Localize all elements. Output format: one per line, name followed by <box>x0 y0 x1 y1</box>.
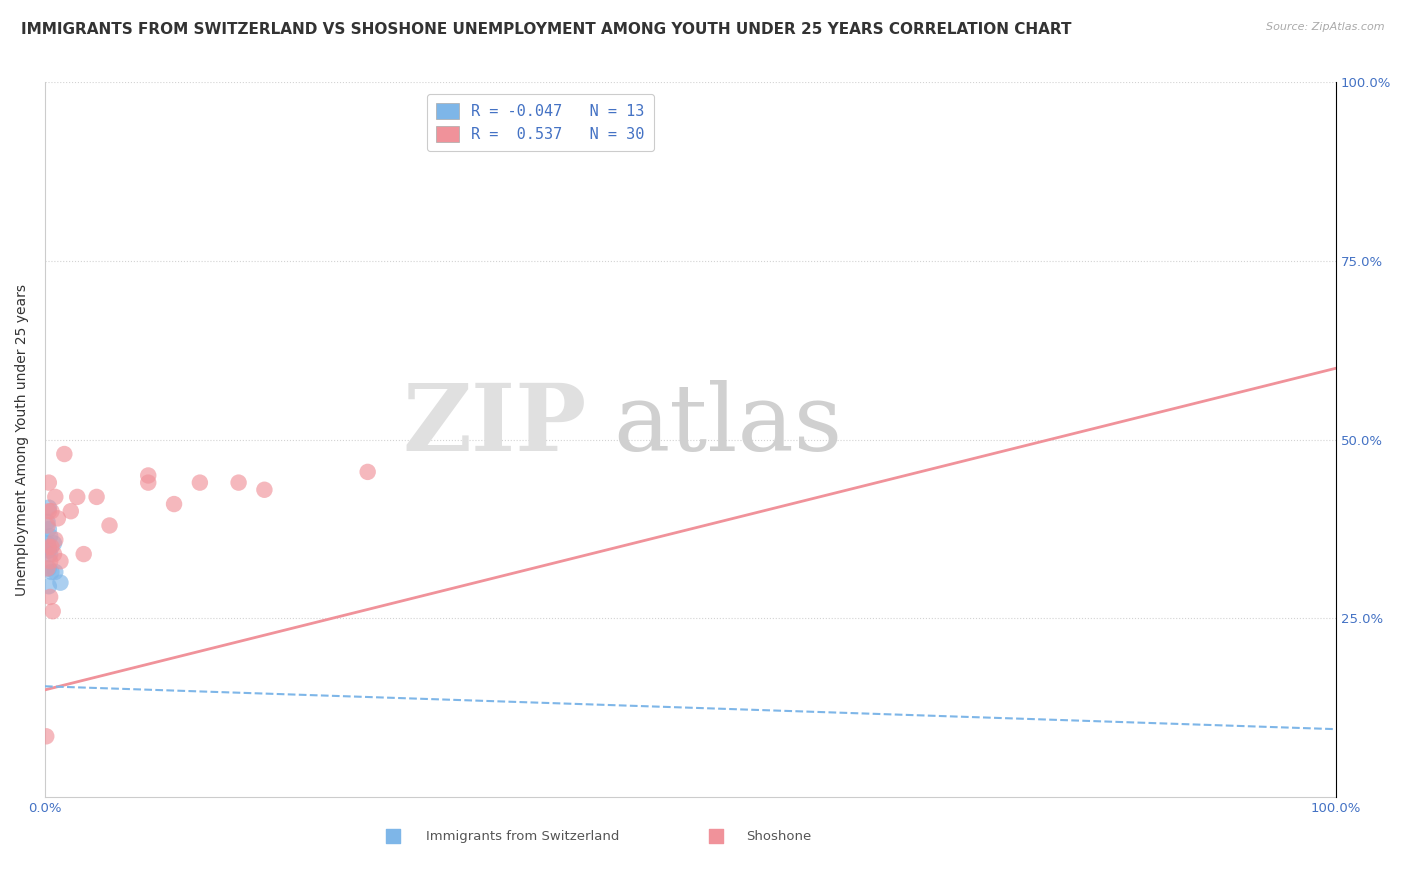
Point <box>41 540 63 554</box>
Point <box>46 511 69 525</box>
Point <box>38 540 60 554</box>
Point <box>44 490 66 504</box>
Text: Immigrants from Switzerland: Immigrants from Switzerland <box>426 830 619 843</box>
Point <box>42 547 65 561</box>
Point <box>38 475 60 490</box>
Point <box>98 518 121 533</box>
Point <box>357 465 380 479</box>
Point <box>38 522 60 536</box>
Point <box>53 447 76 461</box>
Point <box>382 830 405 844</box>
Point <box>49 575 72 590</box>
Text: atlas: atlas <box>613 381 842 470</box>
Point <box>44 533 66 547</box>
Point <box>485 103 508 118</box>
Point <box>253 483 276 497</box>
Point <box>228 475 250 490</box>
Point <box>38 504 60 518</box>
Point <box>73 547 96 561</box>
Text: Shoshone: Shoshone <box>745 830 811 843</box>
Point <box>44 565 66 579</box>
Point <box>37 518 59 533</box>
Point <box>136 475 159 490</box>
Legend: R = -0.047   N = 13, R =  0.537   N = 30: R = -0.047 N = 13, R = 0.537 N = 30 <box>427 94 654 152</box>
Point <box>38 579 60 593</box>
Text: Source: ZipAtlas.com: Source: ZipAtlas.com <box>1267 22 1385 32</box>
Point <box>86 490 108 504</box>
Point <box>38 500 60 515</box>
Point <box>163 497 186 511</box>
Point <box>35 729 58 743</box>
Point <box>41 604 63 618</box>
Point <box>41 565 63 579</box>
Text: IMMIGRANTS FROM SWITZERLAND VS SHOSHONE UNEMPLOYMENT AMONG YOUTH UNDER 25 YEARS : IMMIGRANTS FROM SWITZERLAND VS SHOSHONE … <box>21 22 1071 37</box>
Point <box>41 504 63 518</box>
Point <box>39 590 62 604</box>
Point <box>42 536 65 550</box>
Point <box>39 554 62 568</box>
Point <box>38 561 60 575</box>
Text: ZIP: ZIP <box>404 381 588 470</box>
Point <box>704 830 727 844</box>
Point <box>59 504 82 518</box>
Point <box>39 547 62 561</box>
Point <box>39 529 62 543</box>
Point <box>136 468 159 483</box>
Point <box>37 515 59 529</box>
Point <box>38 543 60 558</box>
Y-axis label: Unemployment Among Youth under 25 years: Unemployment Among Youth under 25 years <box>15 284 30 596</box>
Point <box>37 536 59 550</box>
Point <box>188 475 211 490</box>
Point <box>66 490 89 504</box>
Point <box>37 561 59 575</box>
Point <box>49 554 72 568</box>
